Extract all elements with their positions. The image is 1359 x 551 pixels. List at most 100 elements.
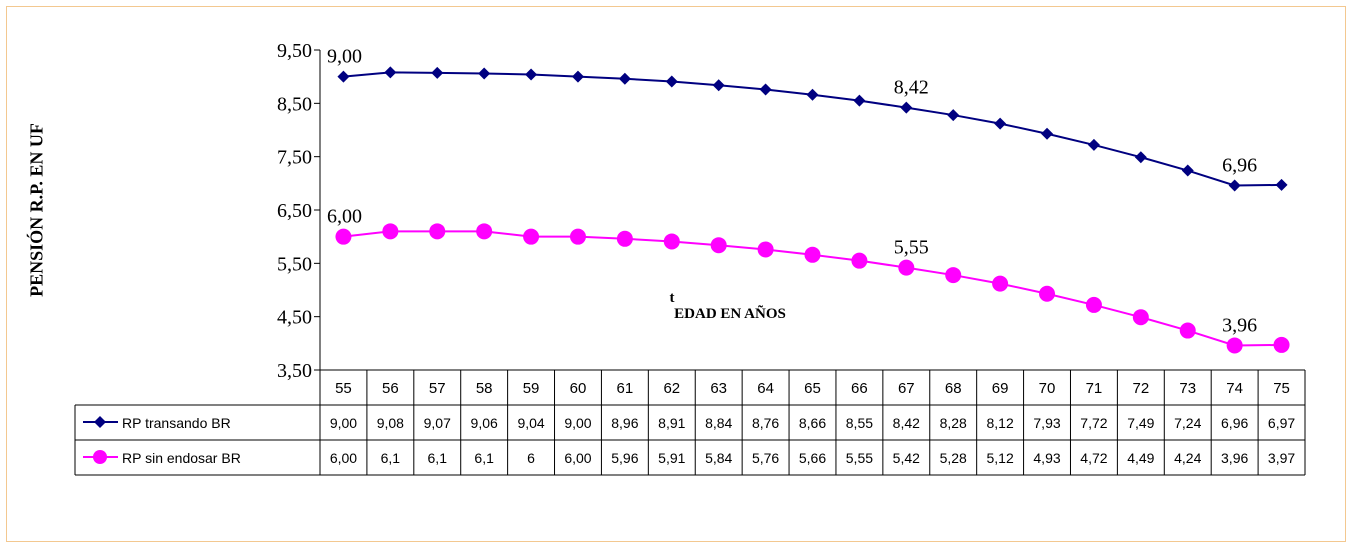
x-tick-label: 67 — [898, 380, 915, 397]
x-tick-label: 73 — [1179, 380, 1196, 397]
data-labels: 9,00 8,42 6,96 6,00 5,55 3,96 — [327, 46, 1257, 337]
data-point-diamond — [431, 66, 444, 79]
data-label: 9,00 — [327, 46, 362, 68]
table-cell: 9,00 — [564, 415, 591, 431]
table-cell: 6,00 — [564, 450, 591, 466]
data-point-diamond — [478, 67, 491, 80]
y-tick-label: 6,50 — [277, 200, 312, 222]
x-axis-title: EDAD EN AÑOS — [674, 304, 786, 322]
table-cell: 8,28 — [940, 415, 967, 431]
data-point-circle — [1132, 309, 1149, 326]
x-tick-label: 65 — [804, 380, 821, 397]
x-tick-label: 55 — [335, 380, 352, 397]
data-point-diamond — [337, 70, 350, 83]
data-point-diamond — [712, 79, 725, 92]
data-point-diamond — [618, 72, 631, 85]
data-point-diamond — [853, 94, 866, 107]
data-point-circle — [476, 223, 493, 240]
y-tick-label: 9,50 — [277, 40, 312, 62]
data-label: 6,96 — [1222, 154, 1257, 176]
data-point-circle — [1273, 336, 1290, 353]
data-label: 3,96 — [1222, 314, 1257, 336]
table-cell: 6,00 — [330, 450, 357, 466]
data-point-circle — [1226, 337, 1243, 354]
table-cell: 8,96 — [611, 415, 638, 431]
table-cell: 4,49 — [1127, 450, 1154, 466]
table-cell: 7,93 — [1033, 415, 1060, 431]
data-point-diamond — [806, 88, 819, 101]
data-point-circle — [710, 237, 727, 254]
table-cell: 8,12 — [986, 415, 1013, 431]
table-cell: 4,93 — [1033, 450, 1060, 466]
table-cell: 6 — [527, 450, 535, 466]
x-tick-label: 74 — [1226, 380, 1243, 397]
data-point-diamond — [994, 117, 1007, 130]
stray-mark: t — [670, 290, 675, 306]
data-point-circle — [382, 223, 399, 240]
table-cell: 4,72 — [1080, 450, 1107, 466]
table-cell: 9,07 — [424, 415, 451, 431]
table-cell: 8,84 — [705, 415, 732, 431]
x-tick-label: 69 — [992, 380, 1009, 397]
x-tick-label: 57 — [429, 380, 446, 397]
series-markers — [335, 66, 1290, 354]
table-cell: 4,24 — [1174, 450, 1201, 466]
table-cell: 7,24 — [1174, 415, 1201, 431]
x-tick-label: 56 — [382, 380, 399, 397]
table-cell: 9,08 — [377, 415, 404, 431]
x-tick-label: 75 — [1273, 380, 1290, 397]
y-tick-label: 8,50 — [277, 93, 312, 115]
table-cell: 9,04 — [517, 415, 544, 431]
y-tick-label: 5,50 — [277, 253, 312, 275]
data-point-diamond — [525, 68, 538, 81]
x-tick-label: 70 — [1039, 380, 1056, 397]
table-cell: 6,97 — [1268, 415, 1295, 431]
data-point-circle — [1085, 296, 1102, 313]
data-point-circle — [1179, 322, 1196, 339]
data-label: 8,42 — [894, 77, 929, 99]
data-point-circle — [804, 246, 821, 263]
y-tick-label: 7,50 — [277, 147, 312, 169]
x-tick-label: 64 — [757, 380, 774, 397]
x-tick-label: 59 — [523, 380, 540, 397]
data-point-circle — [851, 252, 868, 269]
table-cell: 6,1 — [474, 450, 494, 466]
x-tick-label: 71 — [1086, 380, 1103, 397]
data-label: 5,55 — [894, 237, 929, 259]
table-cell: 7,72 — [1080, 415, 1107, 431]
table-cell: 9,00 — [330, 415, 357, 431]
data-point-circle — [945, 267, 962, 284]
table-cell: 8,55 — [846, 415, 873, 431]
data-point-diamond — [1134, 151, 1147, 164]
data-point-diamond — [665, 75, 678, 88]
series-lines — [343, 71, 1282, 347]
table-cell: 5,12 — [986, 450, 1013, 466]
data-point-circle — [335, 228, 352, 245]
data-point-circle — [1039, 285, 1056, 302]
data-point-diamond — [1087, 138, 1100, 151]
data-point-circle — [663, 233, 680, 250]
table-cell: 5,28 — [940, 450, 967, 466]
table-cell: 5,96 — [611, 450, 638, 466]
x-tick-label: 68 — [945, 380, 962, 397]
legend-marker-diamond — [94, 416, 106, 428]
table-cell: 6,1 — [381, 450, 401, 466]
x-tick-label: 60 — [570, 380, 587, 397]
table-cell: 3,96 — [1221, 450, 1248, 466]
data-point-circle — [992, 275, 1009, 292]
x-tick-label: 62 — [663, 380, 680, 397]
x-tick-label: 66 — [851, 380, 868, 397]
table-cell: 5,91 — [658, 450, 685, 466]
data-point-diamond — [900, 101, 913, 114]
axes: 9,50 8,50 7,50 6,50 5,50 4,50 3,50 — [277, 40, 321, 382]
data-point-circle — [616, 230, 633, 247]
x-tick-label: 61 — [617, 380, 634, 397]
data-point-diamond — [571, 70, 584, 83]
data-label: 6,00 — [327, 206, 362, 228]
data-point-diamond — [1041, 127, 1054, 140]
table-cell: 7,49 — [1127, 415, 1154, 431]
data-point-circle — [523, 228, 540, 245]
data-point-diamond — [1275, 178, 1288, 191]
x-tick-label: 58 — [476, 380, 493, 397]
table-cell: 6,96 — [1221, 415, 1248, 431]
